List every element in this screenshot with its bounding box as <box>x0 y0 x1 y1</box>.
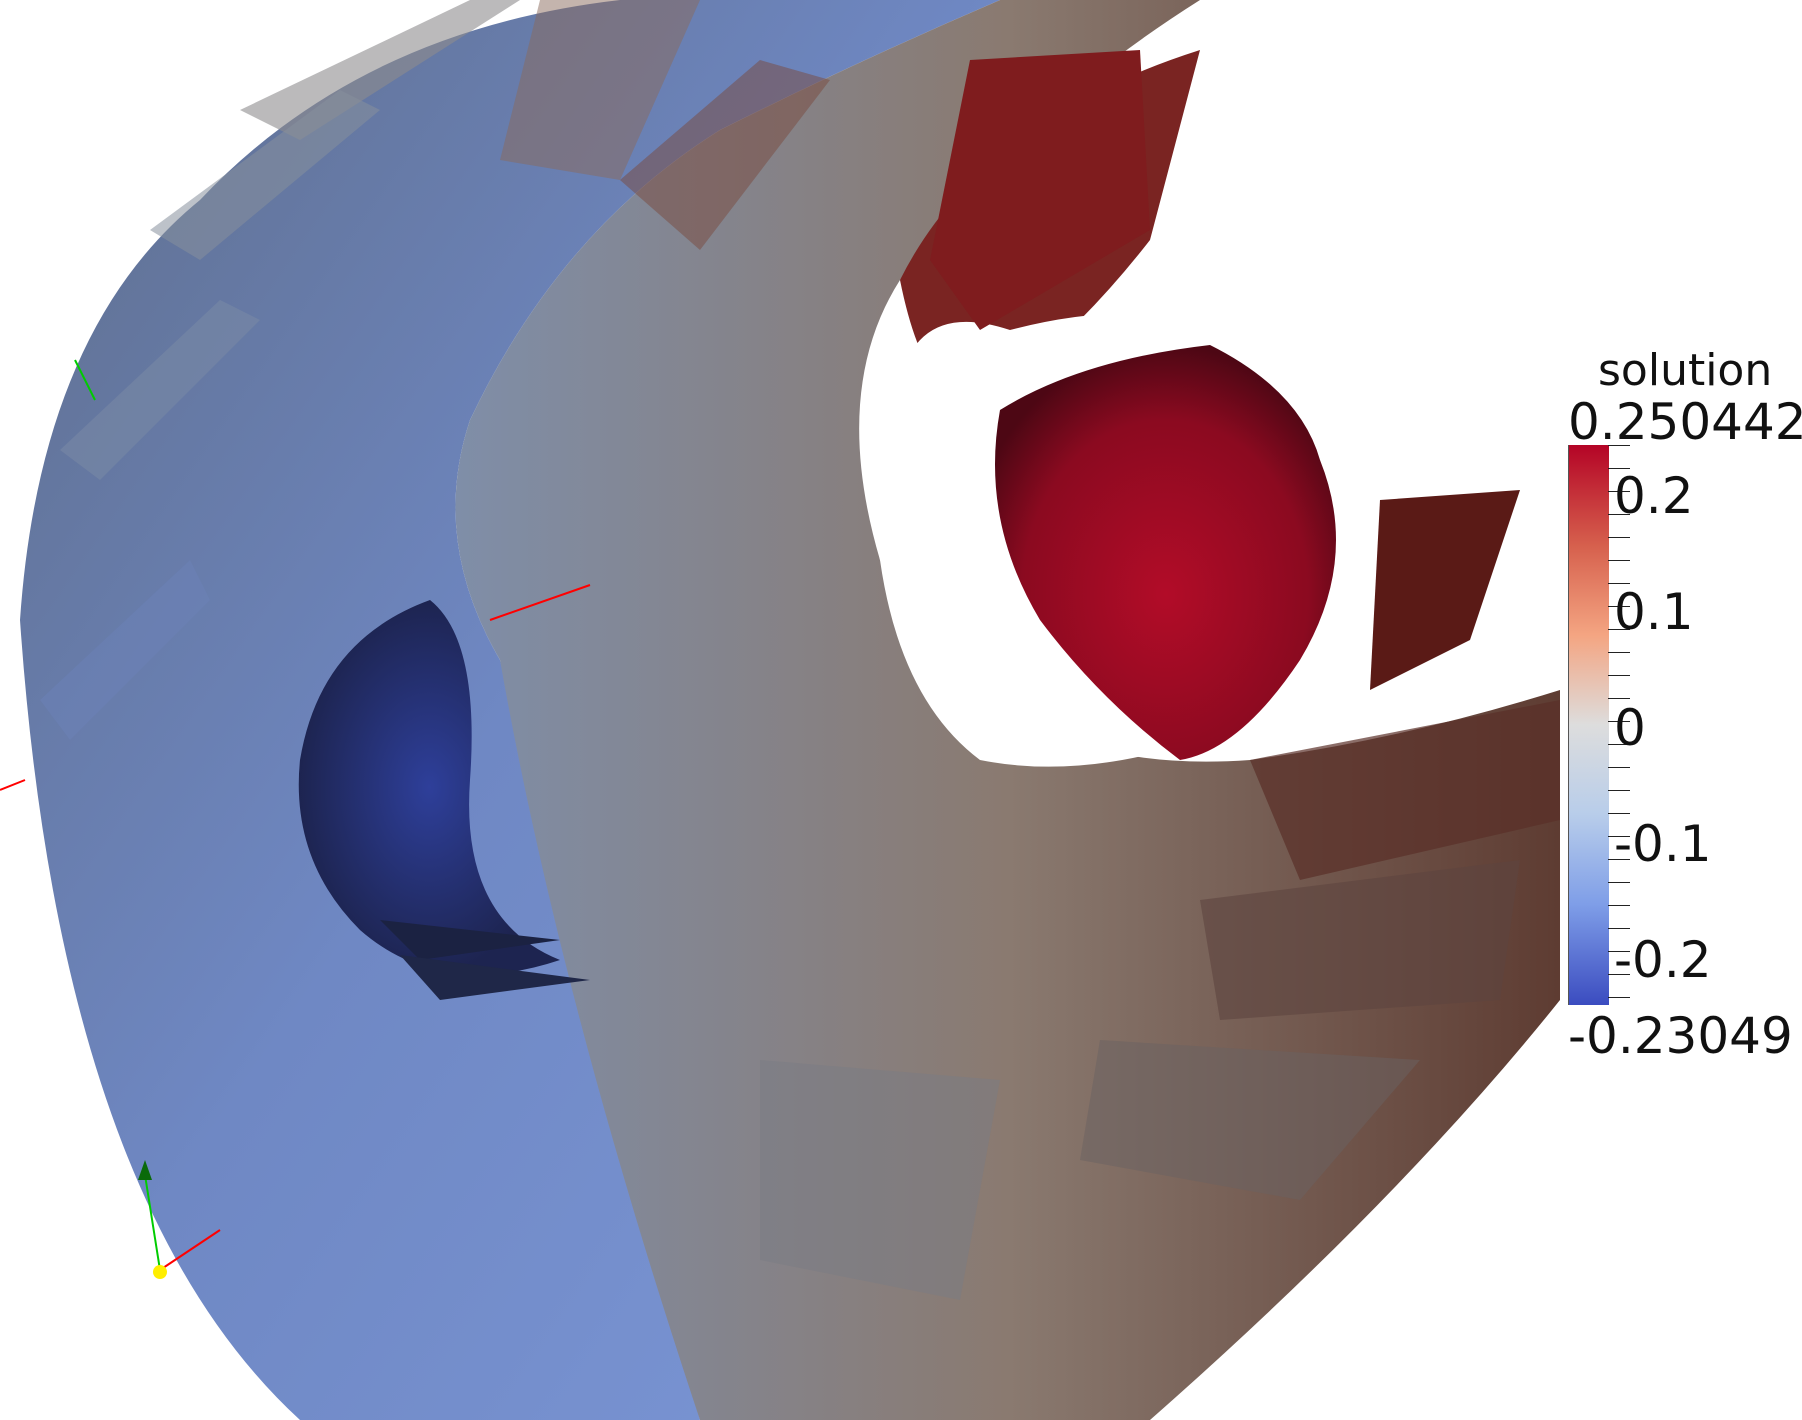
colorbar-ticks <box>1608 445 1630 1005</box>
tick-label: -0.1 <box>1614 815 1712 873</box>
tick-label: 0.1 <box>1614 583 1694 641</box>
tick-label: 0.2 <box>1614 467 1694 525</box>
isosurface-mesh <box>20 0 1560 1420</box>
tick-label: -0.2 <box>1614 931 1712 989</box>
red-blob <box>930 50 1520 760</box>
tick-label: 0 <box>1614 699 1646 757</box>
orientation-axes <box>0 359 591 1279</box>
color-legend: solution 0.250442 0.2 0.1 0 -0.1 -0.2 -0… <box>1528 345 1802 1065</box>
legend-title: solution <box>1598 345 1773 396</box>
colorbar <box>1568 445 1609 1005</box>
inner-funnel <box>298 600 590 1000</box>
legend-max-label: 0.250442 <box>1568 393 1802 451</box>
legend-min-label: -0.23049 <box>1568 1007 1793 1065</box>
